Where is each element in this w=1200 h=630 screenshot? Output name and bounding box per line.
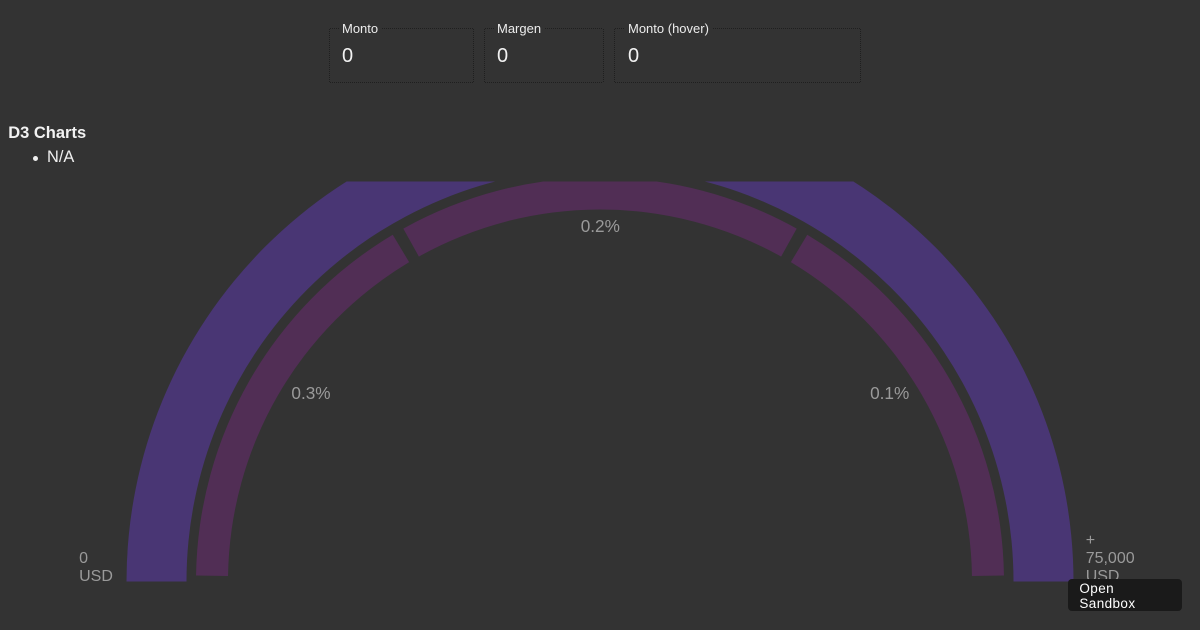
svg-text:0.3%: 0.3% xyxy=(291,383,330,403)
svg-text:0.1%: 0.1% xyxy=(870,383,909,403)
svg-text:0.2%: 0.2% xyxy=(581,216,620,236)
